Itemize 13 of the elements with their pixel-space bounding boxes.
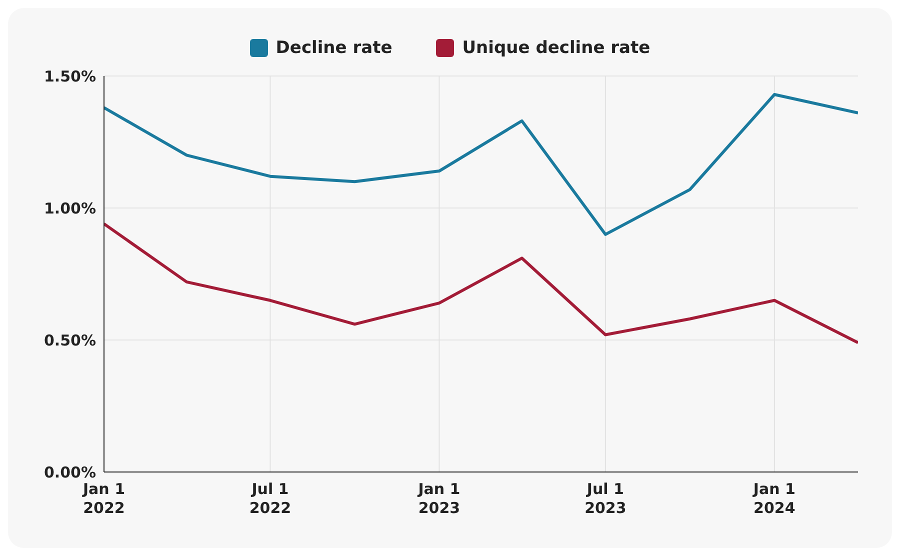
y-tick-label: 0.50%	[44, 331, 96, 350]
y-tick-label: 1.50%	[44, 67, 96, 86]
x-tick-label: Jul 1 2022	[249, 480, 292, 517]
x-tick-label: Jan 1 2022	[82, 480, 126, 517]
y-tick-label: 0.00%	[44, 463, 96, 482]
x-tick-label: Jul 1 2023	[584, 480, 626, 517]
legend-label: Unique decline rate	[462, 38, 650, 58]
x-tick-label: Jan 1 2024	[752, 480, 796, 517]
y-tick-label: 1.00%	[44, 199, 96, 218]
line-series	[104, 92, 858, 236]
legend-label: Decline rate	[276, 38, 392, 58]
line-series	[104, 222, 858, 344]
x-tick-label: Jan 1 2023	[417, 480, 460, 517]
